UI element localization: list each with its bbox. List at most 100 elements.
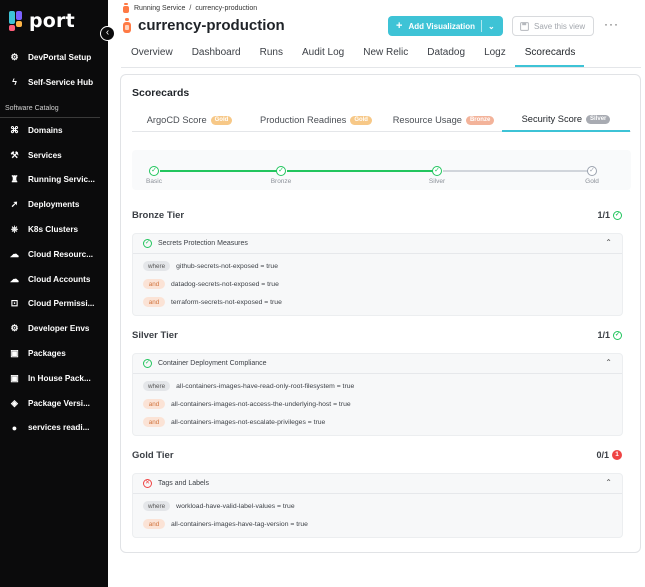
scorecard-tab-label: Security Score [521,114,583,124]
sidebar-item-running-servic[interactable]: ♜ Running Servic... [0,168,108,193]
page-title-text: currency-production [138,17,285,34]
condition-operator: where [143,261,171,271]
sidebar-item-deployments[interactable]: ➚ Deployments [0,192,108,217]
tab-scorecards[interactable]: Scorecards [514,40,585,67]
chevron-up-icon[interactable]: ⌃ [605,478,612,487]
services-icon: ⚒ [10,149,19,160]
sidebar-item-services[interactable]: ⚒ Services [0,143,108,168]
condition-text: all-containers-images-not-access-the-und… [171,400,351,408]
sidebar-item-label: Cloud Permissi... [28,299,95,309]
gear-icon: ⚙ [10,51,19,62]
collapse-sidebar-button[interactable]: ‹ [100,26,115,41]
tab-audit-log[interactable]: Audit Log [301,47,345,58]
page-title: currency-production [122,17,285,34]
sidebar-item-label: Packages [28,349,66,359]
page-tabs: Overview Dashboard Runs Audit Log New Relic D… [121,40,585,67]
breadcrumb-parent[interactable]: Running Service [134,4,186,12]
rule-header[interactable]: ✕ Tags and Labels ⌃ [133,474,622,494]
condition-operator: and [143,417,165,427]
sidebar-item-domains[interactable]: ⌘ Domains [0,118,108,143]
save-view-button[interactable]: Save this view [512,16,594,36]
tab-new-relic[interactable]: New Relic [363,47,409,58]
scorecard-tab-security-score[interactable]: Security Score Silver [502,108,630,132]
scorecard-tab-argocd-score[interactable]: ArgoCD Score Gold [132,108,247,132]
condition-text: datadog-secrets-not-exposed = true [171,280,279,288]
sidebar-top-nav: ⚙ DevPortal Setup ϟ Self-Service Hub [0,45,108,95]
scorecard-tab-production-readines[interactable]: Production Readines Gold [247,108,385,132]
condition-text: all-containers-images-not-escalate-privi… [171,418,326,426]
tab-runs[interactable]: Runs [259,47,283,58]
scorecard-tab-label: Resource Usage [392,115,462,125]
rocket-icon: ➚ [10,199,19,210]
sidebar-item-in-house-pack[interactable]: ▣ In House Pack... [0,366,108,391]
sidebar-item-k8s-clusters[interactable]: ⎈ K8s Clusters [0,217,108,242]
tab-overview[interactable]: Overview [131,47,173,58]
port-logo-icon [9,11,23,31]
scorecard-tabs: ArgoCD Score Gold Production Readines Gold R… [132,108,631,132]
rule-conditions: where all-containers-images-have-read-onl… [133,374,622,435]
condition-text: terraform-secrets-not-exposed = true [171,298,282,306]
sidebar-item-label: Cloud Resourc... [28,249,94,259]
progress-line [287,170,437,172]
condition-operator: and [143,279,165,289]
condition-row: and datadog-secrets-not-exposed = true [133,275,622,293]
package-icon: ▣ [10,372,19,383]
sidebar-item-packages[interactable]: ▣ Packages [0,341,108,366]
rule-name: Secrets Protection Measures [158,240,248,247]
tab-datadog[interactable]: Datadog [427,47,466,58]
sidebar-item-label: K8s Clusters [28,225,79,235]
sidebar-item-cloud-permissi[interactable]: ⊡ Cloud Permissi... [0,292,108,317]
divider [480,20,482,32]
chevron-down-icon[interactable]: ⌄ [487,21,495,31]
more-options-button[interactable]: ··· [604,17,619,31]
sidebar-item-label: Cloud Accounts [28,274,91,284]
failed-count-badge: 1 [612,450,622,460]
rule-header[interactable]: ✓ Secrets Protection Measures ⌃ [133,234,622,254]
level-badge: Gold [350,115,372,125]
sidebar-item-label: services readi... [28,423,90,433]
sidebar-item-developer-envs[interactable]: ⚙ Developer Envs [0,316,108,341]
tab-dashboard[interactable]: Dashboard [191,47,241,58]
port-logo[interactable]: port [9,10,75,32]
tier-score-text: 1/1 [597,210,610,220]
tier-score: 1/1 ✓ [597,210,622,220]
breadcrumb-current: currency-production [195,4,258,12]
level-badge: Gold [210,115,233,125]
rule-conditions: where github-secrets-not-exposed = true an… [133,254,622,315]
sidebar-item-label: Deployments [28,200,80,210]
github-icon: ● [11,422,18,433]
level-step-gold: ✓ [587,166,597,176]
sidebar-item-cloud-resourc[interactable]: ☁ Cloud Resourc... [0,242,108,267]
level-step-basic: ✓ [149,166,159,176]
chevron-up-icon[interactable]: ⌃ [605,358,612,367]
sidebar-item-label: Running Servic... [28,175,95,185]
tier-score-text: 0/1 [596,450,609,460]
tab-logz[interactable]: Logz [484,47,506,58]
sidebar-item-label: Self-Service Hub [28,77,94,87]
condition-row: where github-secrets-not-exposed = true [133,257,622,275]
sidebar-item-services-readi[interactable]: ● services readi... [0,416,108,441]
level-step-bronze: ✓ [276,166,286,176]
check-circle-icon: ✓ [613,330,622,340]
level-step-silver: ✓ [432,166,442,176]
sidebar-item-self-service-hub[interactable]: ϟ Self-Service Hub [0,70,108,95]
condition-operator: and [143,399,165,409]
sidebar-item-devportal-setup[interactable]: ⚙ DevPortal Setup [0,45,108,70]
tier-title: Gold Tier [132,450,174,461]
condition-operator: where [143,501,171,511]
add-visualization-button[interactable]: + Add Visualization ⌄ [388,16,503,36]
rule-box: ✕ Tags and Labels ⌃ where workload-have-vali… [132,473,623,538]
sidebar-item-package-versi[interactable]: ◈ Package Versi... [0,391,108,416]
condition-text: workload-have-valid-label-values = true [176,502,295,510]
scorecard-tab-resource-usage[interactable]: Resource Usage Bronze [385,108,502,132]
sidebar-catalog-nav: ⌘ Domains ⚒ Services ♜ Running Servic... ➚ Depl… [0,118,108,440]
rule-header[interactable]: ✓ Container Deployment Compliance ⌃ [133,354,622,374]
sidebar-item-label: Services [28,150,62,160]
rule-box: ✓ Container Deployment Compliance ⌃ where al… [132,353,623,436]
sidebar-item-cloud-accounts[interactable]: ☁ Cloud Accounts [0,267,108,292]
chevron-up-icon[interactable]: ⌃ [605,238,612,247]
progress-line [443,170,592,172]
lock-icon: ⊡ [10,298,19,309]
condition-operator: and [143,519,165,529]
scorecard-tab-label: ArgoCD Score [146,115,207,125]
